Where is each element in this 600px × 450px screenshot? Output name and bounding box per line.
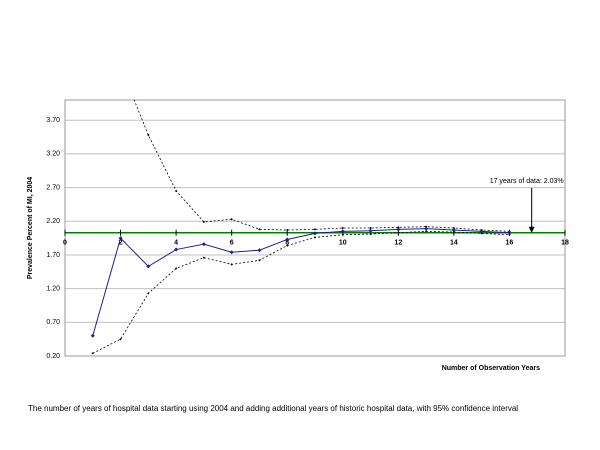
x-tick-label: 2: [119, 240, 123, 247]
y-tick-label: 1.20: [46, 285, 60, 292]
point: [369, 232, 372, 236]
point: [174, 267, 178, 270]
point: [368, 228, 373, 233]
point: [146, 264, 151, 269]
point: [230, 218, 233, 221]
point: [202, 220, 206, 224]
point: [258, 259, 261, 262]
x-tick-label: 16: [506, 240, 514, 247]
point: [424, 225, 428, 228]
x-tick-label: 14: [450, 240, 458, 247]
point: [257, 248, 262, 253]
y-tick-label: 1.70: [46, 252, 60, 259]
point: [202, 256, 206, 259]
x-tick-label: 8: [285, 240, 289, 247]
point: [230, 263, 233, 266]
point: [286, 228, 289, 232]
point: [119, 337, 122, 341]
point: [286, 244, 289, 247]
y-tick-label: 2.20: [46, 218, 60, 225]
y-tick-label: 2.70: [46, 184, 60, 191]
point: [91, 352, 94, 355]
point: [90, 333, 95, 338]
point: [341, 226, 344, 230]
x-tick-label: 0: [63, 240, 67, 247]
chart: Prevalence Percent of MI, 2004 Number of…: [27, 65, 569, 372]
series-line: [133, 100, 510, 232]
point: [285, 237, 290, 242]
point: [452, 230, 456, 234]
point: [451, 228, 456, 233]
point: [508, 233, 511, 236]
point: [424, 226, 429, 231]
point: [397, 231, 400, 234]
point: [118, 236, 123, 241]
y-tick-label: 3.20: [46, 151, 60, 158]
y-axis-title: Prevalence Percent of MI, 2004: [27, 177, 34, 279]
point: [479, 229, 484, 234]
point: [424, 230, 428, 233]
caption: The number of years of hospital data sta…: [28, 404, 519, 413]
x-tick-label: 12: [394, 240, 402, 247]
plot-frame: [64, 99, 566, 357]
point: [397, 226, 400, 229]
x-tick-label: 10: [339, 240, 347, 247]
point: [340, 229, 345, 234]
point: [174, 189, 178, 193]
y-tick-label: 3.70: [46, 117, 60, 124]
point: [452, 226, 456, 230]
series-line: [92, 228, 510, 336]
point: [369, 226, 372, 230]
point: [480, 232, 483, 235]
x-tick-label: 6: [230, 240, 234, 247]
point: [396, 227, 401, 232]
point: [174, 247, 179, 252]
y-tick-label: 0.20: [46, 353, 60, 360]
annotation: 17 years of data: 2.03%: [490, 178, 564, 185]
point: [147, 133, 150, 137]
x-tick-label: 18: [561, 240, 569, 247]
point: [313, 231, 317, 236]
x-tick-label: 4: [174, 240, 178, 247]
arrow-head: [528, 226, 535, 233]
plot-area: [90, 65, 512, 355]
point: [119, 65, 121, 67]
point: [229, 250, 234, 255]
series-line: [92, 230, 510, 354]
y-tick-label: 0.70: [46, 319, 60, 326]
point: [201, 242, 206, 247]
point: [147, 292, 150, 295]
point: [313, 236, 317, 239]
x-axis-title: Number of Observation Years: [442, 365, 540, 372]
point: [507, 230, 512, 235]
point: [341, 233, 344, 236]
point: [313, 228, 317, 231]
point: [258, 228, 261, 231]
